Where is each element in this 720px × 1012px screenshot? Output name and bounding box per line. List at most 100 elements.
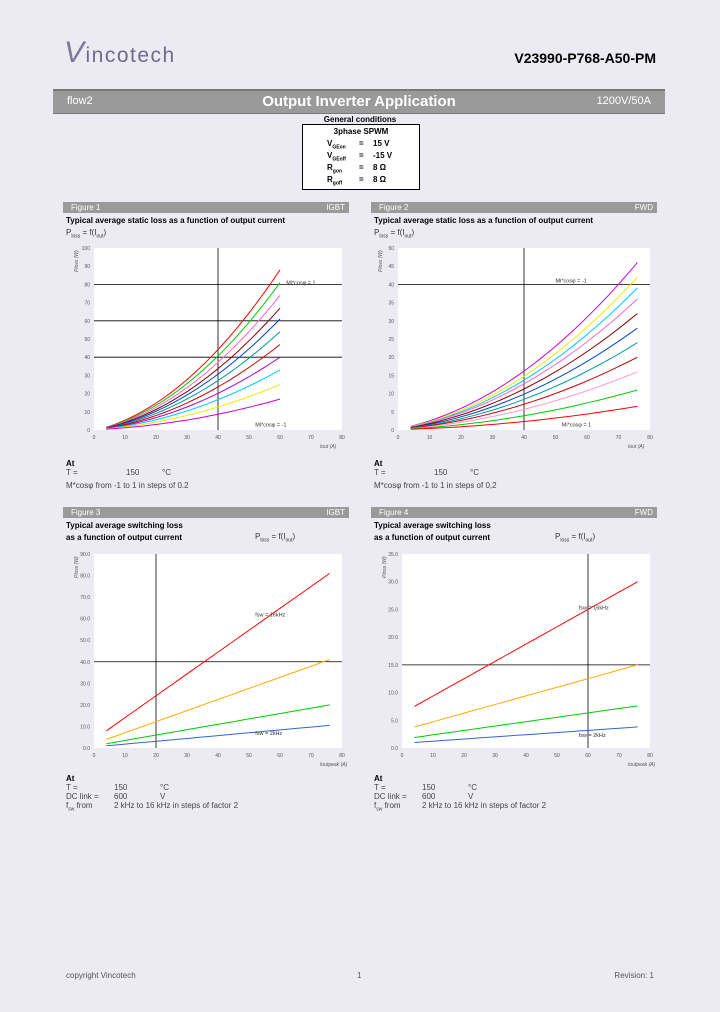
chart-annotation: Mi*cosφ = -1 xyxy=(556,279,587,285)
notes-dc-label: DC link = xyxy=(66,792,99,801)
notes-t-value: 150 xyxy=(114,783,128,792)
y-tick-label: 60 xyxy=(84,319,90,325)
y-axis-label: Ploss (W) xyxy=(74,556,80,578)
x-tick-label: 60 xyxy=(585,753,591,759)
figure-3-subtitle: as a function of output current xyxy=(66,533,182,542)
figure-4-title: Typical average switching loss xyxy=(374,521,491,530)
series-line xyxy=(106,704,330,745)
logo-initial: V xyxy=(64,36,86,69)
x-axis-label: Iout (A) xyxy=(628,444,645,450)
figure-1-notes: At T = 150 °C M*cosφ from -1 to 1 in steps… xyxy=(66,459,189,490)
y-tick-label: 70 xyxy=(84,301,90,307)
figure-1-title: Typical average static loss as a functio… xyxy=(66,216,286,225)
figure-1-function: Ploss = f(Iout) xyxy=(66,228,107,240)
notes-f-range: 2 kHz to 16 kHz in steps of factor 2 xyxy=(114,801,239,810)
y-axis-label: Ploss (W) xyxy=(378,250,384,272)
footer-page-number: 1 xyxy=(357,971,362,980)
gc-row: Rgoff = 8 Ω xyxy=(303,175,419,187)
series-line xyxy=(414,705,638,738)
x-tick-label: 10 xyxy=(122,753,128,759)
x-tick-label: 40 xyxy=(215,435,221,441)
x-tick-label: 0 xyxy=(397,435,400,441)
notes-mi-cos: M*cosφ from -1 to 1 in steps of 0.2 xyxy=(66,481,189,490)
figure-label: Figure 4 xyxy=(379,508,409,517)
y-axis-label: Ploss (W) xyxy=(382,556,388,578)
y-tick-label: 15.0 xyxy=(388,663,398,669)
x-tick-label: 80 xyxy=(339,435,345,441)
y-tick-label: 5 xyxy=(391,410,394,416)
y-tick-label: 100 xyxy=(82,246,91,252)
x-tick-label: 10 xyxy=(122,435,128,441)
gc-row: VGEoff = -15 V xyxy=(303,151,419,163)
series-line xyxy=(106,318,281,429)
gc-eq: = xyxy=(359,175,364,184)
y-tick-label: 40.0 xyxy=(80,660,90,666)
notes-t-value: 150 xyxy=(434,468,448,477)
series-line xyxy=(106,384,281,430)
x-tick-label: 50 xyxy=(246,435,252,441)
notes-f-label: f xyxy=(374,801,377,810)
x-tick-label: 80 xyxy=(647,435,653,441)
figure-1-chart: 0 10 20 30 40 50 60 70 80 0 10 20 30 40 50 60 70 80 90 100 I… xyxy=(74,246,345,450)
notes-t-label: T = xyxy=(374,783,386,792)
footer-copyright: copyright Vincotech xyxy=(66,971,136,980)
y-tick-label: 5.0 xyxy=(391,718,398,724)
series-line xyxy=(410,276,638,428)
figure-label: Figure 1 xyxy=(71,203,101,212)
chart-annotation: fsw = 16kHz xyxy=(255,613,285,619)
x-tick-label: 70 xyxy=(308,753,314,759)
figure-label: Figure 3 xyxy=(71,508,101,517)
x-tick-label: 10 xyxy=(430,753,436,759)
notes-t-unit: °C xyxy=(470,468,479,477)
gc-symbol: V xyxy=(327,139,333,148)
series-line xyxy=(410,389,638,430)
y-tick-label: 50.0 xyxy=(80,638,90,644)
x-tick-label: 0 xyxy=(93,435,96,441)
notes-dc-label: DC link = xyxy=(374,792,407,801)
y-tick-label: 40 xyxy=(84,355,90,361)
chart-annotation: Mi*cosφ = 1 xyxy=(286,280,315,286)
x-axis-label: Ioutpeak (A) xyxy=(628,762,656,768)
gc-row: VGEon = 15 V xyxy=(303,139,419,151)
x-tick-label: 20 xyxy=(458,435,464,441)
gc-symbol: R xyxy=(327,163,333,172)
series-line xyxy=(410,342,638,429)
x-tick-label: 70 xyxy=(308,435,314,441)
gc-subscript: GEon xyxy=(332,144,346,151)
x-tick-label: 70 xyxy=(616,435,622,441)
series-line xyxy=(410,298,638,428)
notes-at: At xyxy=(66,774,75,783)
figure-3-notes: At T = 150 °C DC link = 600 V fsw from 2 kHz … xyxy=(66,774,239,813)
gc-header: 3phase SPWM xyxy=(333,127,389,136)
series-line xyxy=(106,294,281,429)
x-tick-label: 50 xyxy=(554,753,560,759)
x-tick-label: 30 xyxy=(492,753,498,759)
x-tick-label: 60 xyxy=(277,435,283,441)
x-tick-label: 60 xyxy=(584,435,590,441)
y-tick-label: 25 xyxy=(388,337,394,343)
general-conditions-title: General conditions xyxy=(323,115,397,124)
y-tick-label: 35 xyxy=(388,301,394,307)
x-tick-label: 70 xyxy=(616,753,622,759)
figure-4-notes: At T = 150 °C DC link = 600 V fsw from 2 kHz … xyxy=(374,774,547,813)
part-number: V23990-P768-A50-PM xyxy=(514,50,656,66)
notes-t-unit: °C xyxy=(162,468,171,477)
gc-row: Rgon = 8 Ω xyxy=(303,163,419,175)
notes-dc-unit: V xyxy=(160,792,166,801)
x-axis-label: Ioutpeak (A) xyxy=(320,762,348,768)
y-tick-label: 45 xyxy=(388,264,394,270)
y-tick-label: 0.0 xyxy=(391,746,398,752)
figure-1-header: Figure 1 IGBT xyxy=(63,202,349,213)
gc-value: 8 Ω xyxy=(373,175,387,184)
series-line xyxy=(106,572,330,732)
figure-2-notes: At T = 150 °C M*cosφ from -1 to 1 in steps… xyxy=(374,459,497,490)
y-tick-label: 70.0 xyxy=(80,595,90,601)
figure-3-function: Ploss = f(Iout) xyxy=(255,532,296,544)
x-tick-label: 50 xyxy=(246,753,252,759)
x-tick-label: 80 xyxy=(647,753,653,759)
y-tick-label: 30 xyxy=(388,319,394,325)
series-line xyxy=(106,659,330,740)
x-tick-label: 20 xyxy=(153,435,159,441)
banner-rating: 1200V/50A xyxy=(596,95,651,107)
notes-dc-value: 600 xyxy=(422,792,436,801)
